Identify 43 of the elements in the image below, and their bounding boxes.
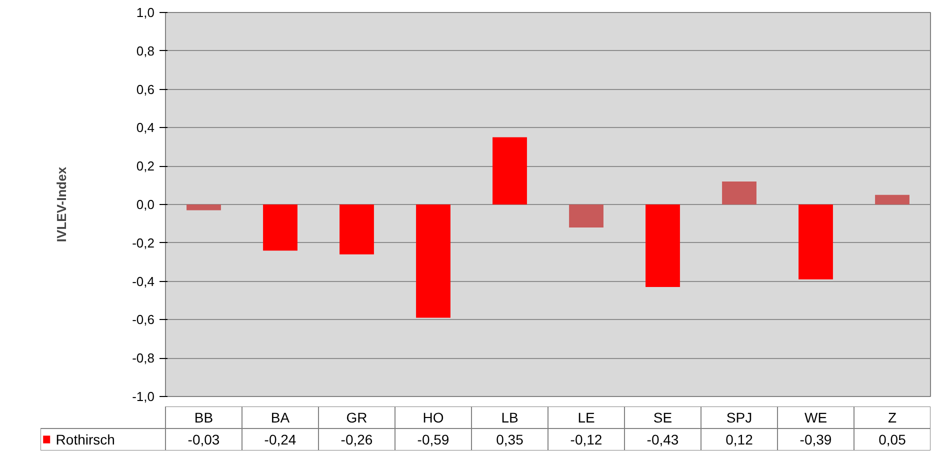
data-label: -0,24: [264, 432, 296, 448]
bar: [186, 204, 221, 210]
data-label: -0,43: [646, 432, 679, 448]
data-label: 0,35: [496, 432, 524, 448]
y-tick-label: 0,4: [136, 120, 155, 136]
data-label: -0,39: [800, 432, 832, 448]
x-tick-label: SPJ: [726, 410, 752, 426]
bar: [492, 137, 527, 204]
bar: [569, 204, 604, 228]
x-tick-label: Z: [888, 410, 897, 426]
bar: [722, 181, 756, 204]
bar: [798, 204, 833, 280]
y-tick-label: 0,8: [136, 43, 155, 58]
x-tick-label: SE: [653, 410, 672, 426]
bar: [416, 204, 450, 318]
y-tick-label: -1,0: [132, 389, 155, 404]
y-tick-label: 1,0: [136, 5, 155, 20]
x-tick-label: BA: [270, 410, 290, 426]
bar: [340, 204, 374, 254]
bar: [875, 194, 910, 204]
y-tick-label: -0,8: [132, 350, 155, 366]
y-tick-label: -0,2: [132, 235, 155, 250]
data-label: -0,12: [570, 432, 602, 448]
y-tick-label: -0,4: [132, 274, 155, 289]
data-label: -0,26: [340, 432, 373, 448]
bar: [646, 204, 680, 288]
x-tick-label: GR: [346, 410, 368, 426]
x-tick-label: HO: [422, 410, 444, 426]
data-label: 0,05: [878, 432, 906, 448]
y-tick-label: -0,6: [132, 312, 155, 328]
data-label: -0,59: [417, 432, 450, 448]
y-tick-label: 0,2: [136, 158, 155, 174]
x-tick-label: LE: [578, 410, 595, 426]
data-label: -0,03: [188, 432, 220, 448]
x-tick-label: WE: [804, 410, 828, 426]
x-tick-label: LB: [501, 410, 518, 426]
y-tick-label: 0,6: [136, 82, 155, 97]
bar: [263, 204, 298, 251]
y-axis-title: IVLEV-Index: [54, 166, 70, 242]
y-tick-label: 0,0: [136, 197, 155, 212]
x-tick-label: BB: [194, 410, 214, 426]
legend-label: Rothirsch: [56, 432, 115, 448]
data-label: 0,12: [726, 432, 754, 448]
